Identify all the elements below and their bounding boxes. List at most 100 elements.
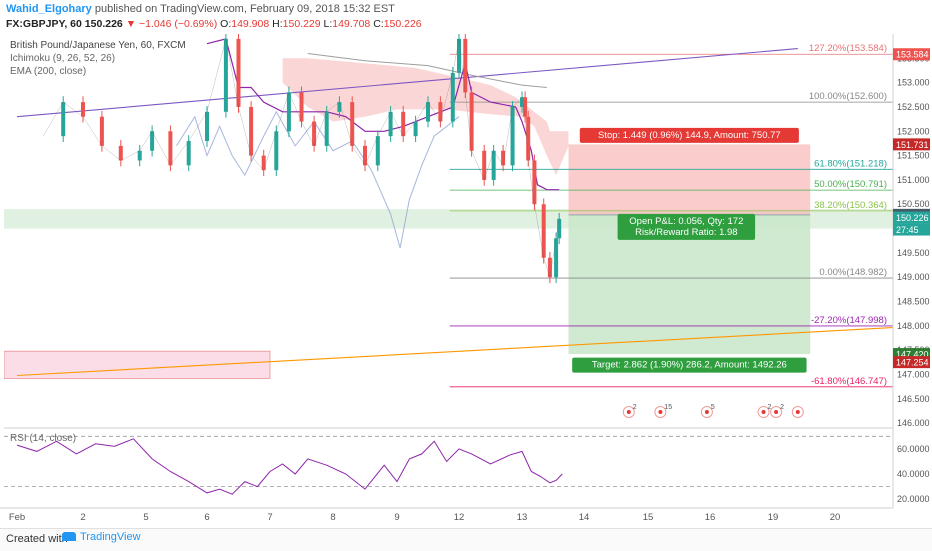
close-label: C: (373, 18, 384, 30)
fib-label-4: 38.20%(150.364) (814, 200, 887, 211)
time-tick-5: 8 (330, 512, 335, 523)
pnl-label-bg (617, 213, 756, 240)
footer: Created with TradingView (0, 528, 932, 551)
time-tick-12: 19 (768, 512, 779, 523)
price-tick-5: 148.500 (897, 297, 930, 307)
tradingview-logo[interactable]: TradingView (62, 531, 141, 543)
ohlc-line: FX:GBPJPY, 60 150.226 ▼ −1.046 (−0.69%) … (6, 18, 422, 30)
ema-legend[interactable]: EMA (200, close) (10, 66, 87, 77)
ema-200-line (307, 53, 547, 88)
price-tag-bg-0 (893, 48, 930, 61)
open-value: 149.908 (231, 18, 270, 30)
pnl-label-text-1: Risk/Reward Ratio: 1.98 (635, 227, 737, 238)
event-dot-2 (704, 410, 709, 414)
candle-body-29 (457, 38, 461, 73)
candle-body-3 (99, 116, 104, 146)
rsi-tick-0: 20.0000 (897, 494, 930, 504)
price-tick-0: 146.000 (897, 418, 930, 428)
fib-label-1: 100.00%(152.600) (809, 91, 887, 102)
chart-header: Wahid_Elgohary published on TradingView.… (0, 0, 932, 34)
open-label: O: (220, 18, 232, 30)
chikou-span (176, 110, 460, 249)
publish-info: published on TradingView.com, February 0… (94, 3, 395, 15)
candle-body-9 (205, 111, 209, 142)
candle-body-38 (526, 116, 531, 161)
candle-body-32 (482, 150, 487, 180)
candle-body-35 (510, 106, 515, 166)
candle-body-8 (186, 141, 191, 166)
price-tag-3: 150.226 (896, 213, 929, 223)
time-tick-6: 9 (394, 512, 399, 523)
candle-body-42 (554, 238, 559, 278)
candle-body-2 (81, 102, 85, 117)
candle-body-14 (274, 131, 279, 171)
target-label-bg (572, 357, 807, 373)
event-dot-3 (761, 410, 766, 414)
price-line (43, 38, 560, 278)
candle-body-19 (337, 102, 342, 112)
price-tick-1: 146.500 (897, 394, 930, 404)
candle-body-27 (438, 102, 443, 122)
event-dot-0 (626, 410, 631, 414)
chart-title-legend: British Pound/Japanese Yen, 60, FXCM (10, 40, 186, 51)
rsi-tick-1: 40.0000 (897, 469, 930, 479)
price-tag-0: 153.584 (896, 50, 929, 60)
price-tick-12: 152.000 (897, 126, 930, 136)
fib-label-6: -27.20%(147.998) (811, 315, 887, 326)
time-tick-7: 12 (454, 512, 465, 523)
price-tick-13: 152.500 (897, 102, 930, 112)
fib-label-3: 50.00%(150.791) (814, 179, 887, 190)
candle-body-36 (520, 97, 524, 107)
candle-body-34 (501, 150, 506, 166)
time-tick-11: 16 (705, 512, 716, 523)
stop-label-text-0: Stop: 1.449 (0.96%) 144.9, Amount: 750.7… (598, 130, 781, 141)
price-tick-4: 148.000 (897, 321, 930, 331)
event-count-3: 2 (768, 404, 772, 411)
tradingview-icon (62, 532, 76, 541)
candle-body-41 (547, 257, 552, 278)
candle-body-10 (223, 38, 228, 112)
price-tick-10: 151.000 (897, 175, 930, 185)
candle-body-7 (168, 131, 173, 166)
time-tick-3: 6 (204, 512, 209, 523)
price-tag-5: 147.420 (896, 350, 929, 360)
candle-body-18 (324, 111, 329, 146)
event-count-1: 15 (664, 404, 672, 411)
fib-label-0: 127.20%(153.584) (809, 43, 887, 54)
time-tick-2: 5 (143, 512, 148, 523)
price-tag-4: 27:45 (896, 225, 919, 235)
candle-body-43 (557, 218, 562, 239)
candle-body-5 (137, 150, 142, 161)
author-link[interactable]: Wahid_Elgohary (6, 3, 92, 15)
candle-body-15 (286, 92, 291, 132)
price-tag-bg-1 (893, 138, 930, 151)
low-label: L: (323, 18, 333, 30)
event-dot-4 (774, 410, 779, 414)
purple-trendline (16, 48, 798, 118)
time-tick-0: Feb (9, 512, 25, 523)
target-label-text-0: Target: 2.862 (1.90%) 286.2, Amount: 149… (592, 360, 787, 371)
price-tag-bg-4 (893, 223, 930, 236)
event-count-4: 2 (780, 404, 784, 411)
candle-body-12 (249, 106, 254, 156)
rsi-legend[interactable]: RSI (14, close) (10, 433, 77, 444)
orange-trendline (16, 326, 893, 377)
price-tag-6: 147.254 (896, 358, 929, 368)
candle-body-28 (450, 72, 455, 122)
stop-label-bg (579, 127, 799, 143)
price-tick-2: 147.000 (897, 369, 930, 379)
candle-body-11 (236, 38, 241, 107)
fib-label-5: 0.00%(148.982) (819, 267, 887, 278)
price-tag-bg-6 (893, 356, 930, 369)
close-value: 150.226 (383, 18, 422, 30)
price-change: ▼ −1.046 (−0.69%) (125, 18, 218, 30)
ichimoku-legend[interactable]: Ichimoku (9, 26, 52, 26) (10, 53, 116, 64)
candle-body-24 (401, 111, 406, 137)
price-tick-7: 149.500 (897, 248, 930, 258)
event-dot-5 (795, 410, 800, 414)
price-tick-11: 151.500 (897, 151, 930, 161)
time-tick-4: 7 (267, 512, 272, 523)
tradingview-brand: TradingView (80, 531, 141, 543)
price-tick-6: 149.000 (897, 272, 930, 282)
